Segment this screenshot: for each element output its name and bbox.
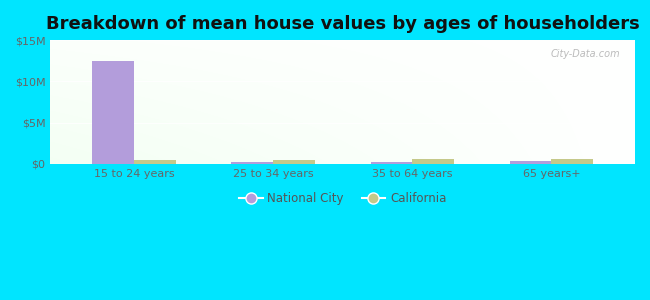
- Bar: [92, 61, 134, 164]
- Bar: [370, 162, 412, 164]
- Text: City-Data.com: City-Data.com: [551, 49, 620, 59]
- Bar: [273, 160, 315, 164]
- Legend: National City, California: National City, California: [235, 188, 451, 210]
- Bar: [412, 159, 454, 164]
- Bar: [551, 159, 593, 164]
- Bar: [231, 162, 273, 164]
- Bar: [134, 160, 176, 164]
- Bar: [510, 161, 551, 164]
- Title: Breakdown of mean house values by ages of householders: Breakdown of mean house values by ages o…: [46, 15, 640, 33]
